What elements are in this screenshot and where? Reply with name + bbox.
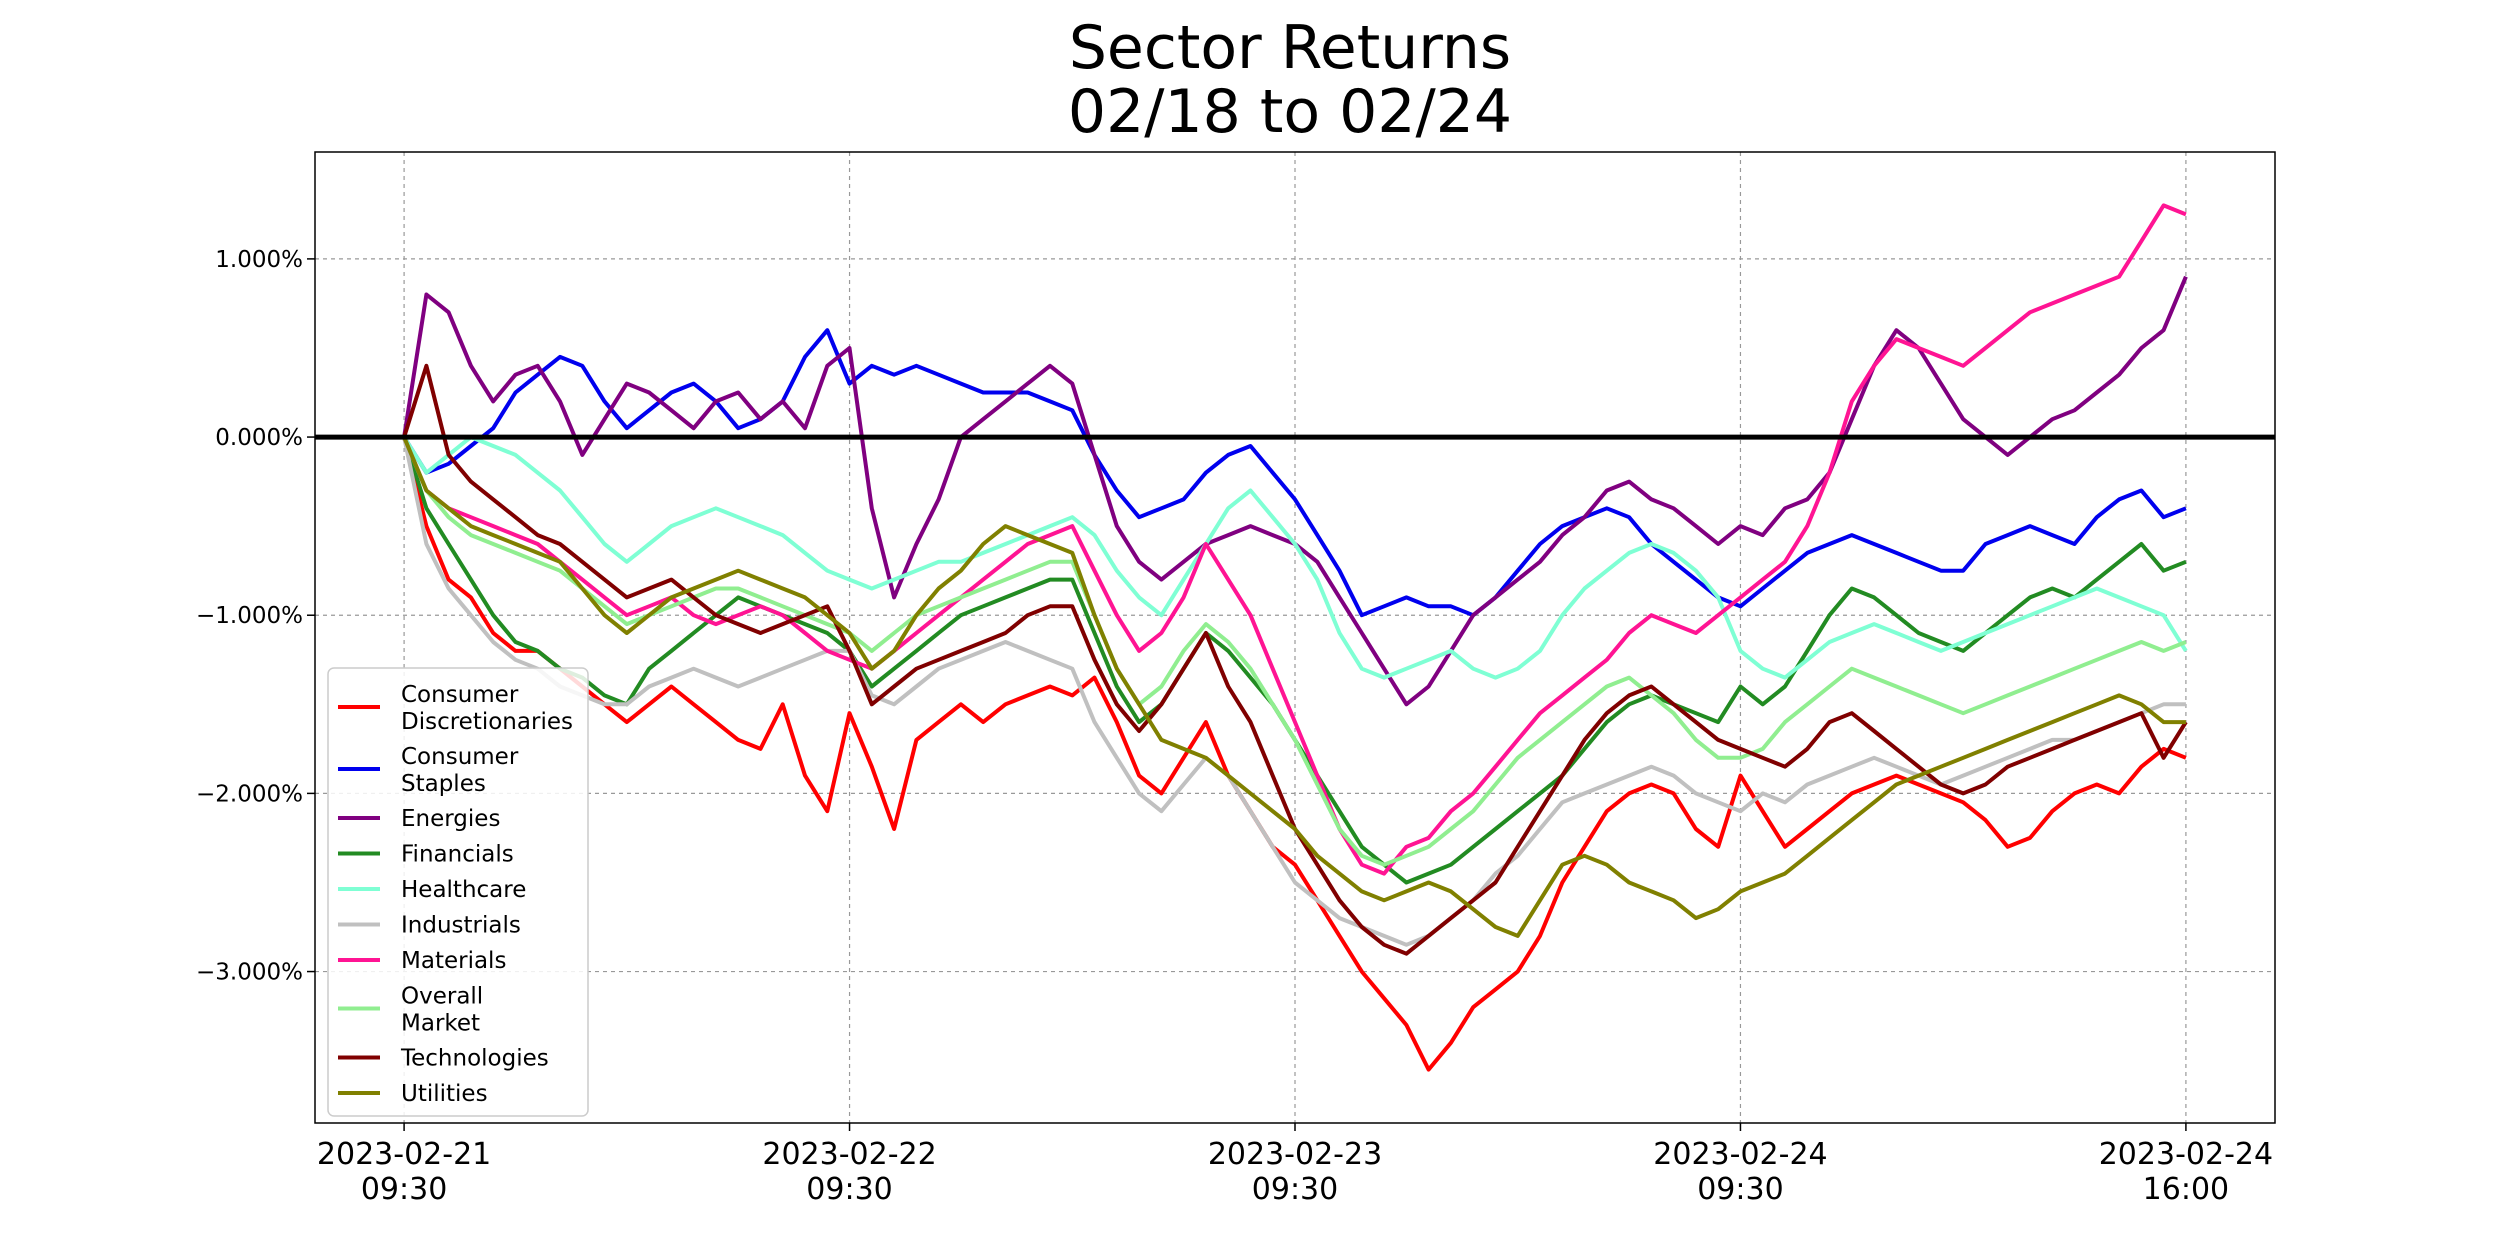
x-tick-label-0-line-1: 09:30 — [361, 1172, 447, 1207]
legend-label-financials-0: Financials — [401, 842, 514, 868]
legend-label-industrials-0: Industrials — [401, 913, 521, 939]
legend-label-materials-0: Materials — [401, 948, 506, 974]
x-tick-label-3-line-1: 09:30 — [1697, 1172, 1783, 1207]
series-line-consumer-staples — [402, 328, 2187, 618]
y-axis-ticks: −3.000% −2.000% −1.000% 0.000% 1.000% — [196, 247, 315, 986]
x-tick-label-1-line-1: 09:30 — [806, 1172, 892, 1207]
y-tick-label-3: 0.000% — [215, 425, 303, 451]
y-tick-label-4: 1.000% — [215, 247, 303, 273]
x-tick-label-4-line-0: 2023-02-24 — [2099, 1137, 2273, 1172]
series-line-industrials — [402, 436, 2186, 947]
legend: ConsumerDiscretionariesConsumerStaplesEn… — [327, 667, 589, 1117]
legend-label-consumer-staples-0: Consumer — [401, 744, 519, 770]
y-tick-label-0: −3.000% — [196, 960, 303, 986]
legend-label-healthcare-0: Healthcare — [401, 877, 526, 903]
legend-label-consumer-discretionaries-0: Consumer — [401, 682, 519, 708]
legend-label-overall-market-0: Overall — [401, 984, 483, 1010]
legend-label-consumer-staples-1: Staples — [401, 771, 486, 797]
legend-label-consumer-discretionaries-1: Discretionaries — [401, 709, 573, 735]
x-tick-label-0-line-0: 2023-02-21 — [317, 1137, 491, 1172]
legend-label-utilities-0: Utilities — [401, 1081, 488, 1107]
y-tick-label-1: −2.000% — [196, 781, 303, 807]
y-tick-label-2: −1.000% — [196, 603, 303, 629]
series-line-utilities — [402, 436, 2186, 938]
series-line-consumer-discretionaries — [402, 436, 2187, 1072]
legend-label-energies-0: Energies — [401, 806, 500, 832]
x-tick-label-2-line-0: 2023-02-23 — [1208, 1137, 1382, 1172]
series-line-overall-market — [402, 436, 2187, 867]
x-tick-label-1-line-0: 2023-02-22 — [762, 1137, 936, 1172]
series-lines — [402, 203, 2188, 1072]
chart-title-line-2: 02/18 to 02/24 — [1068, 77, 1512, 147]
x-tick-label-2-line-1: 09:30 — [1252, 1172, 1338, 1207]
series-line-materials — [402, 203, 2187, 876]
chart-title-line-1: Sector Returns — [1069, 13, 1511, 83]
x-tick-label-3-line-0: 2023-02-24 — [1653, 1137, 1827, 1172]
x-axis-ticks: 2023-02-2109:302023-02-2209:302023-02-23… — [317, 1123, 2273, 1207]
series-line-healthcare — [402, 435, 2188, 680]
x-tick-label-4-line-1: 16:00 — [2143, 1172, 2229, 1207]
legend-label-technologies-0: Technologies — [400, 1046, 549, 1072]
legend-box — [327, 667, 589, 1117]
legend-label-overall-market-1: Market — [401, 1011, 480, 1037]
